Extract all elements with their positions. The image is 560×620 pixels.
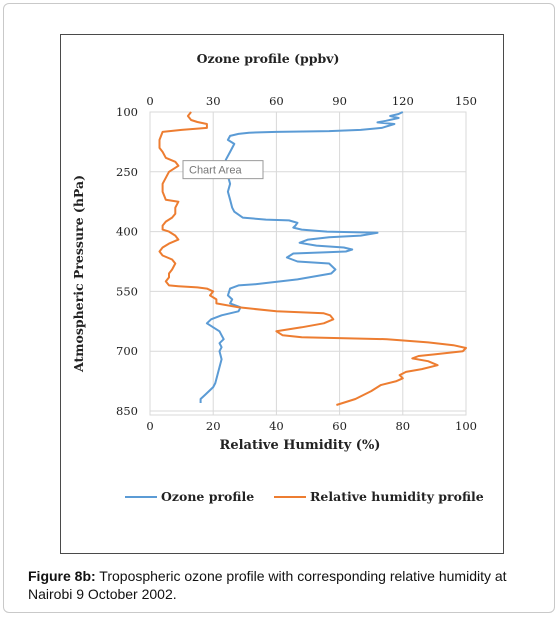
chart-svg: 100 250 400 550 700 850 0 30 60 90 120 150 0 20 40 60 80… [71,51,484,504]
y-tick-label: 700 [116,344,138,358]
bottom-tick-label: 60 [332,419,347,433]
bottom-tick-label: 40 [269,419,284,433]
chart-area-tooltip [182,160,264,180]
y-tick-label: 550 [116,284,138,298]
x-axis-label: Relative Humidity (%) [220,438,381,453]
y-tick-label: 100 [116,105,138,119]
top-tick-label: 90 [332,94,347,108]
top-tick-label: 60 [269,94,284,108]
bottom-tick-label: 20 [206,419,221,433]
y-tick-label: 250 [116,165,138,179]
ozone-profile-line [199,111,404,403]
legend-humidity-label: Relative humidity profile [310,489,484,504]
top-tick-label: 0 [146,94,153,108]
top-tick-label: 30 [206,94,221,108]
y-tick-label: 400 [116,225,138,239]
caption-text: Tropospheric ozone profile with correspo… [28,568,507,602]
chart-area-tooltip-text: Chart Area [189,165,242,177]
bottom-tick-label: 100 [455,419,477,433]
bottom-tick-label: 80 [395,419,410,433]
legend-ozone-label: Ozone profile [161,489,254,504]
top-tick-label: 150 [455,94,477,108]
caption-label: Figure 8b: [28,568,96,584]
y-tick-label: 850 [116,404,138,418]
figure-caption: Figure 8b: Tropospheric ozone profile wi… [28,567,548,603]
bottom-tick-label: 0 [146,419,153,433]
figure-card: 100 250 400 550 700 850 0 30 60 90 120 150 0 20 40 60 80… [3,3,555,613]
top-tick-label: 120 [392,94,414,108]
chart-frame: 100 250 400 550 700 850 0 30 60 90 120 150 0 20 40 60 80… [60,34,504,554]
humidity-profile-line [158,111,467,406]
y-axis-label: Atmospheric Pressure (hPa) [71,175,86,373]
chart-title: Ozone profile (ppbv) [197,51,340,66]
